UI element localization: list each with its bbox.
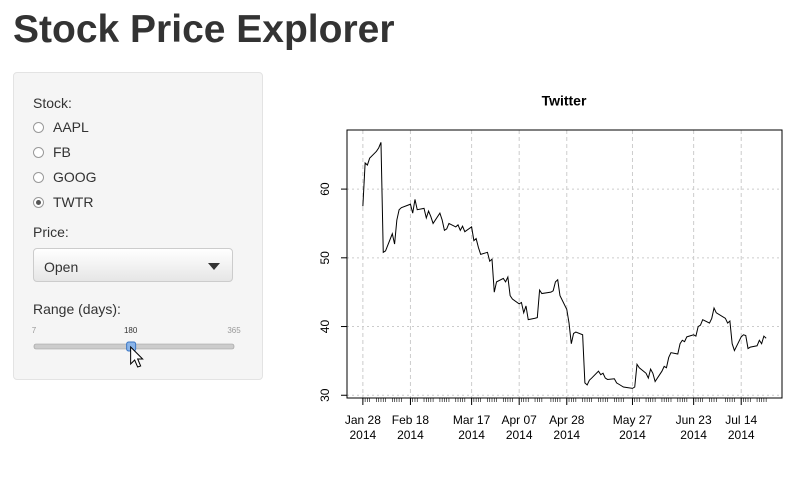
x-tick-year: 2014 (350, 428, 377, 442)
plot-frame (346, 129, 783, 399)
range-slider[interactable]: 7 365 180 (14, 323, 264, 373)
radio-label: TWTR (53, 194, 94, 210)
x-tick-year: 2014 (397, 428, 424, 442)
y-tick-label: 30 (318, 388, 332, 402)
slider-min: 7 (32, 326, 37, 335)
app-title: Stock Price Explorer (13, 8, 395, 51)
x-tick-label: Mar 17 (453, 413, 491, 427)
x-tick-year: 2014 (506, 428, 533, 442)
range-label: Range (days): (33, 301, 121, 317)
x-tick-label: Feb 18 (392, 413, 430, 427)
x-tick-label: Jan 28 (345, 413, 381, 427)
x-tick-year: 2014 (458, 428, 485, 442)
radio-dot (33, 196, 44, 208)
chart-title: Twitter (542, 93, 587, 109)
radio-option[interactable]: TWTR (33, 193, 93, 211)
price-label: Price: (33, 224, 69, 240)
y-tick-label: 40 (318, 320, 332, 334)
y-tick-label: 50 (318, 251, 332, 265)
x-tick-label: Apr 07 (502, 413, 538, 427)
x-tick-year: 2014 (680, 428, 707, 442)
x-tick-label: Jul 14 (725, 413, 757, 427)
radio-label: FB (53, 144, 71, 160)
x-tick-label: Apr 28 (549, 413, 585, 427)
radio-dot (33, 171, 44, 183)
radio-dot (33, 146, 44, 158)
radio-option[interactable]: AAPL (33, 118, 89, 136)
radio-dot (33, 121, 44, 133)
radio-label: AAPL (53, 119, 89, 135)
sidebar-panel: Stock: AAPL FB GOOG TWTR Price: Open Range … (13, 72, 263, 380)
price-select[interactable]: Open (33, 248, 233, 282)
radio-label: GOOG (53, 169, 97, 185)
y-tick-label: 60 (318, 182, 332, 196)
caret (208, 263, 220, 270)
slider-max: 365 (227, 326, 241, 335)
x-tick-label: Jun 23 (676, 413, 712, 427)
select-value: Open (44, 259, 79, 275)
cursor (130, 345, 144, 368)
x-tick-label: May 27 (613, 413, 653, 427)
price-line (362, 142, 767, 389)
x-tick-year: 2014 (728, 428, 755, 442)
radio-option[interactable]: GOOG (33, 168, 97, 186)
radio-option[interactable]: FB (33, 143, 71, 161)
x-tick-year: 2014 (619, 428, 646, 442)
stock-label: Stock: (33, 95, 72, 111)
slider-value: 180 (124, 326, 138, 335)
x-tick-year: 2014 (553, 428, 580, 442)
